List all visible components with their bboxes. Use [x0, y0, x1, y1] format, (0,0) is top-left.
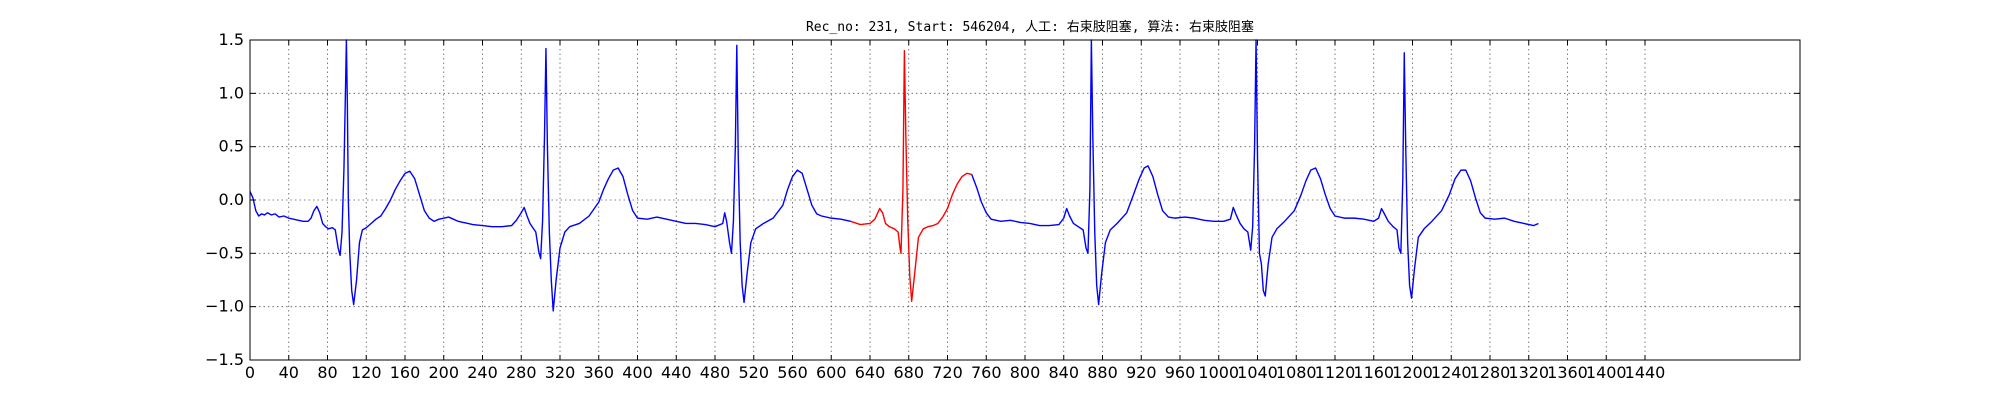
x-tick-label: 320: [545, 363, 576, 382]
x-tick-label: 1360: [1547, 363, 1588, 382]
x-tick-label: 80: [317, 363, 337, 382]
x-tick-label: 880: [1087, 363, 1118, 382]
x-tick-label: 1440: [1625, 363, 1666, 382]
y-tick-label: 0.0: [219, 190, 244, 209]
ecg-trace-line: [249, 39, 851, 312]
ecg-trace-line: [971, 39, 1539, 306]
x-tick-label: 1080: [1276, 363, 1317, 382]
x-tick-label: 280: [506, 363, 537, 382]
x-tick-label: 800: [1010, 363, 1041, 382]
x-tick-label: 920: [1126, 363, 1157, 382]
x-tick-label: 1120: [1315, 363, 1356, 382]
x-tick-label: 480: [700, 363, 731, 382]
x-tick-label: 1000: [1198, 363, 1239, 382]
ecg-traces: [249, 39, 1539, 312]
x-tick-label: 1320: [1508, 363, 1549, 382]
x-tick-label: 760: [971, 363, 1002, 382]
y-tick-label: 1.5: [219, 30, 244, 49]
x-tick-label: 960: [1165, 363, 1196, 382]
x-tick-label: 840: [1048, 363, 1079, 382]
x-tick-label: 560: [777, 363, 808, 382]
y-tick-label: −1.0: [205, 297, 244, 316]
x-tick-label: 1160: [1353, 363, 1394, 382]
chart-title: Rec_no: 231, Start: 546204, 人工: 右束肢阻塞, 算…: [806, 19, 1254, 35]
x-tick-label: 0: [245, 363, 255, 382]
y-tick-label: 0.5: [219, 137, 244, 156]
x-tick-label: 1280: [1470, 363, 1511, 382]
ecg-trace-line: [850, 49, 972, 303]
x-tick-label: 600: [816, 363, 847, 382]
x-tick-label: 1040: [1237, 363, 1278, 382]
x-tick-label: 1200: [1392, 363, 1433, 382]
x-tick-label: 1240: [1431, 363, 1472, 382]
x-tick-label: 1400: [1586, 363, 1627, 382]
x-tick-label: 160: [390, 363, 421, 382]
x-tick-label: 720: [932, 363, 963, 382]
x-tick-label: 680: [893, 363, 924, 382]
y-tick-label: −1.5: [205, 350, 244, 369]
x-tick-label: 200: [428, 363, 459, 382]
x-tick-label: 120: [351, 363, 382, 382]
y-tick-label: −0.5: [205, 243, 244, 262]
x-tick-label: 640: [855, 363, 886, 382]
y-axis-ticks: −1.5 −1.0 −0.5 0.0 0.5 1.0 1.5: [205, 30, 1800, 369]
grid-lines: [250, 40, 1800, 360]
x-tick-label: 40: [279, 363, 299, 382]
x-tick-label: 240: [467, 363, 498, 382]
y-tick-label: 1.0: [219, 83, 244, 102]
x-tick-label: 360: [583, 363, 614, 382]
x-tick-label: 440: [661, 363, 692, 382]
x-tick-label: 400: [622, 363, 653, 382]
x-tick-label: 520: [738, 363, 769, 382]
x-axis-ticks: 0 40 80 120 160 200 240 280 320 360 400 440 480 520 56…: [245, 40, 1665, 382]
